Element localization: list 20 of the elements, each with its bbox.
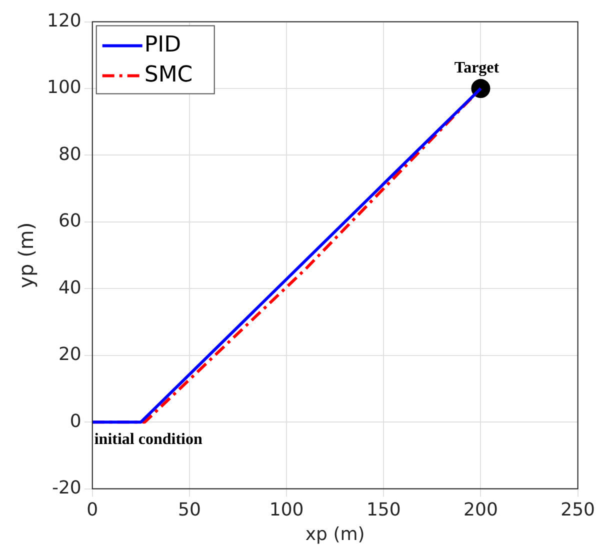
x-tick-label: 50 bbox=[178, 499, 201, 520]
y-tick-label: 0 bbox=[70, 410, 82, 432]
x-tick-label: 150 bbox=[366, 499, 401, 520]
x-axis-title: xp (m) bbox=[305, 524, 365, 545]
x-tick-label: 250 bbox=[560, 499, 595, 520]
x-tick-label: 200 bbox=[464, 499, 498, 520]
y-tick-label: 20 bbox=[58, 344, 82, 366]
legend-label: SMC bbox=[144, 62, 193, 88]
y-tick-label: 40 bbox=[58, 277, 82, 298]
legend-label: PID bbox=[144, 32, 182, 58]
x-tick-label: 100 bbox=[269, 499, 304, 520]
y-tick-label: 100 bbox=[46, 77, 82, 98]
x-tick-label: 0 bbox=[86, 499, 98, 520]
y-tick-label: -20 bbox=[52, 477, 82, 498]
annotation: Target bbox=[454, 60, 500, 77]
annotation: initial condition bbox=[94, 431, 202, 448]
y-axis-title: yp (m) bbox=[14, 222, 38, 288]
y-tick-label: 120 bbox=[46, 10, 82, 32]
y-tick-label: 60 bbox=[58, 210, 82, 232]
y-tick-label: 80 bbox=[58, 144, 82, 165]
